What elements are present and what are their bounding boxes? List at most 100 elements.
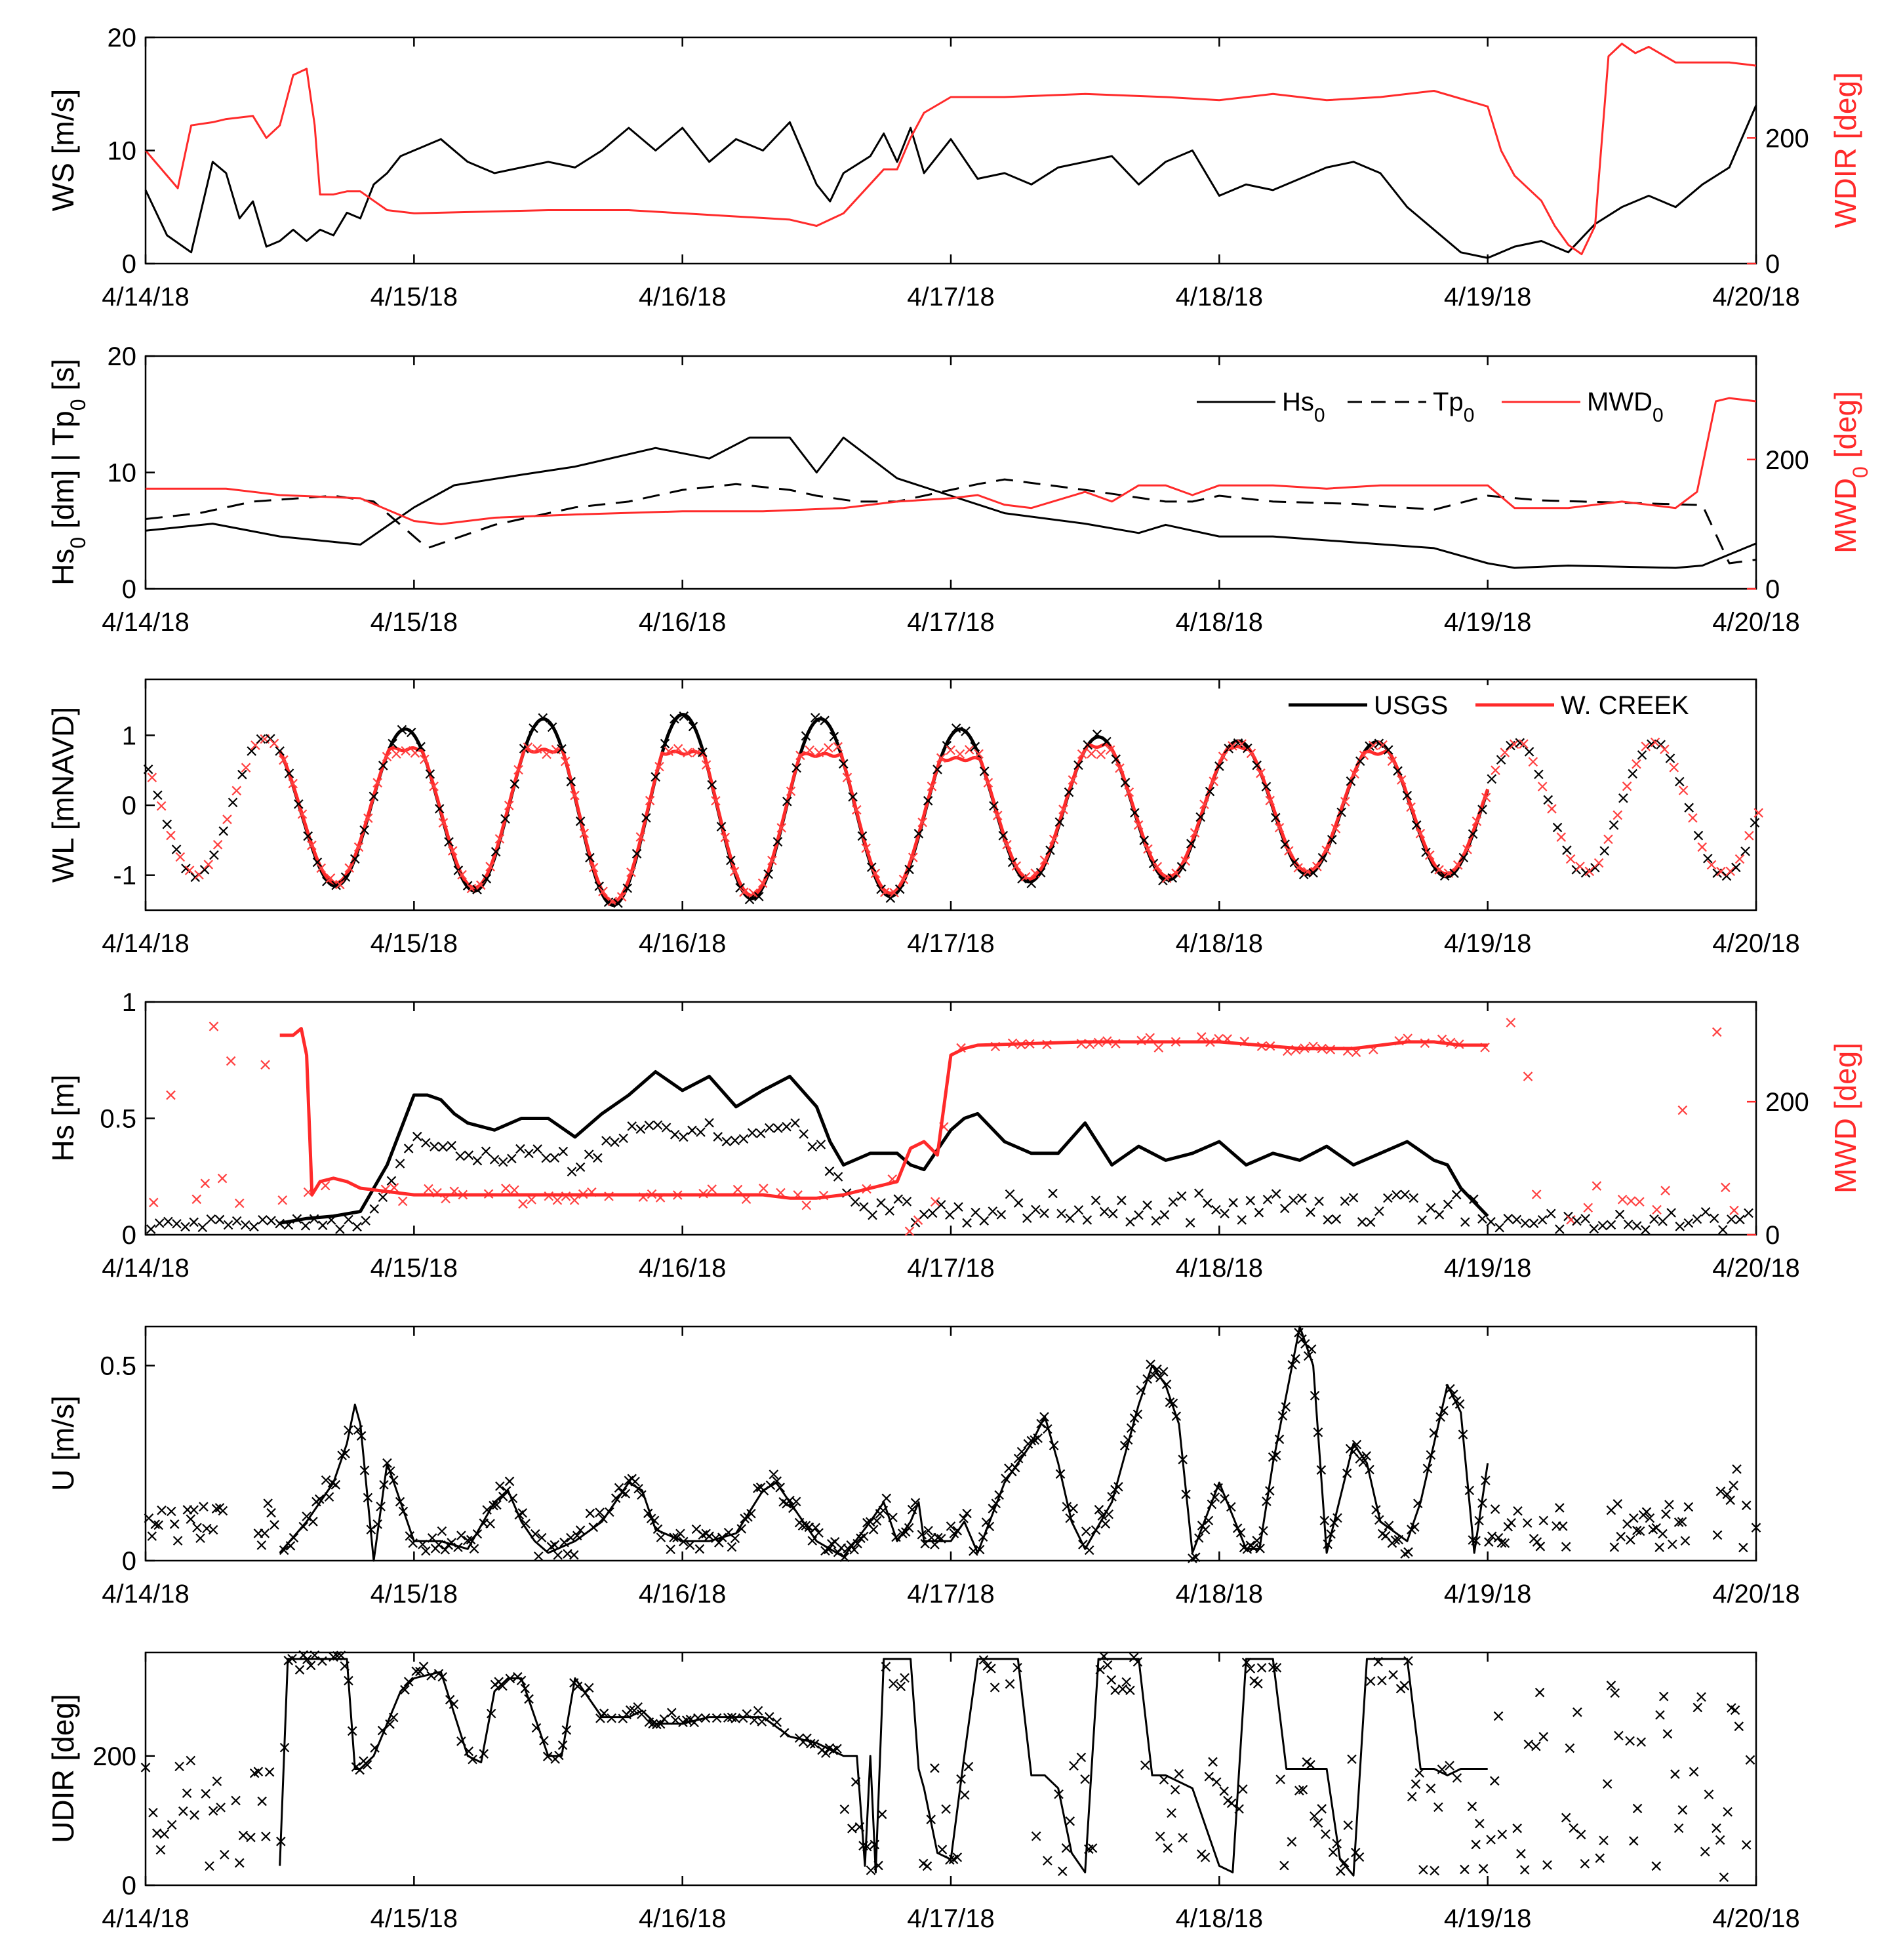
p5-obs-u <box>1013 1453 1024 1464</box>
p3-obs-usgs <box>256 734 266 744</box>
p3-obs-usgs <box>491 847 501 857</box>
p6-obs-udir <box>362 1760 372 1770</box>
p5-obs-u <box>1658 1529 1668 1539</box>
p6-obs-udir <box>148 1808 158 1818</box>
p3-obs-w-creek <box>1180 856 1191 866</box>
p4-obs-hs <box>851 1197 860 1207</box>
p3-obs-w-creek <box>1293 863 1303 873</box>
p6-obs-udir <box>1170 1785 1180 1795</box>
ylabel-tp-base: Tp <box>46 410 80 446</box>
p4-obs-hs <box>652 1120 663 1130</box>
legend-tp0-label: Tp0 <box>1433 388 1474 426</box>
p3-obs-w-creek <box>184 866 195 875</box>
p4-obs-hs <box>403 1144 414 1153</box>
p3-obs-w-creek <box>363 813 373 823</box>
p6-obs-udir <box>1512 1823 1522 1833</box>
p4-obs-hs <box>1073 1205 1084 1215</box>
p4-series-mwd-model <box>279 1027 1488 1200</box>
p3-obs-usgs <box>979 766 990 776</box>
p3-obs-w-creek <box>1302 866 1313 877</box>
p6-obs-udir <box>1065 1816 1075 1826</box>
y-tick-label-right: 200 <box>1765 124 1809 153</box>
p5-obs-u <box>1626 1535 1635 1545</box>
p6-obs-udir <box>1268 1662 1278 1672</box>
p3-obs-usgs <box>1205 786 1215 797</box>
p3-obs-w-creek <box>757 878 768 889</box>
p4-obs-hs <box>1176 1191 1187 1201</box>
p3-obs-w-creek <box>401 746 411 756</box>
p3-obs-usgs <box>594 881 605 891</box>
p3-obs-w-creek <box>1058 805 1068 814</box>
p3-obs-w-creek <box>485 862 495 871</box>
p5-obs-u <box>1538 1515 1549 1526</box>
p5-obs-u <box>1352 1439 1362 1450</box>
p6-obs-udir <box>1121 1677 1131 1687</box>
p4-obs-hs <box>1117 1195 1127 1205</box>
p3-obs-w-creek <box>1660 744 1670 755</box>
p6-obs-udir <box>820 1748 831 1758</box>
p3-obs-usgs <box>557 744 567 754</box>
p5-obs-u <box>1513 1506 1523 1516</box>
p5-obs-u <box>753 1483 763 1493</box>
y-tick-label-right: 0 <box>1765 250 1780 279</box>
p3-obs-w-creek <box>1500 748 1510 757</box>
p4-obs-hs <box>713 1132 723 1142</box>
p6-obs-udir <box>1467 1801 1477 1812</box>
panel-current-direction: 4/14/18 4/15/18 4/16/18 4/17/18 4/18/18 4/19/… <box>46 1650 1800 1933</box>
p5-obs-u <box>746 1508 756 1519</box>
p6-obs-udir <box>1700 1847 1710 1857</box>
p6-obs-udir <box>1087 1843 1098 1853</box>
p3-obs-w-creek <box>1462 845 1472 854</box>
p6-obs-udir <box>1576 1830 1586 1839</box>
p3-obs-usgs <box>369 791 379 801</box>
p3-obs-usgs <box>1365 741 1374 751</box>
p3-obs-w-creek <box>1632 759 1641 769</box>
p3-obs-usgs <box>894 884 905 894</box>
p5-obs-u <box>811 1523 820 1533</box>
p4-obs-hs <box>550 1153 560 1163</box>
p3-obs-usgs <box>1045 845 1055 855</box>
p3-obs-usgs <box>660 738 670 749</box>
x-tick-label: 4/19/18 <box>1444 1580 1531 1609</box>
p3-obs-w-creek <box>1472 816 1482 826</box>
p4-obs-hs <box>584 1150 594 1159</box>
p5-obs-u <box>736 1524 746 1534</box>
x-tick-label: 4/20/18 <box>1712 608 1799 637</box>
p4-obs-hs <box>618 1133 628 1144</box>
p4-obs-hs <box>1641 1225 1651 1235</box>
x-tick-label: 4/20/18 <box>1712 1580 1799 1609</box>
p3-obs-w-creek <box>1124 787 1134 797</box>
p5-obs-u <box>1635 1526 1645 1536</box>
p6-obs-udir <box>498 1681 508 1691</box>
p5-obs-u <box>1094 1505 1104 1515</box>
p6-obs-udir <box>1167 1808 1176 1818</box>
p3-obs-w-creek <box>607 896 618 906</box>
p4-obs-hs <box>575 1162 586 1172</box>
p6-obs-udir <box>1076 1752 1087 1763</box>
p3-obs-w-creek <box>1077 749 1087 759</box>
p3-obs-w-creek <box>1312 862 1322 871</box>
p3-obs-usgs <box>1458 852 1469 863</box>
p4-obs-hs <box>1289 1195 1298 1205</box>
p4-obs-hs <box>730 1135 740 1146</box>
p5-obs-u <box>263 1498 273 1508</box>
p3-obs-w-creek <box>1565 854 1576 864</box>
p5-obs-u <box>1645 1513 1655 1523</box>
p3-obs-usgs <box>247 746 256 756</box>
p4-obs-mwd <box>424 1184 433 1194</box>
p4-obs-hs <box>1082 1215 1092 1225</box>
p3-obs-w-creek <box>1152 862 1163 872</box>
p4-obs-hs <box>824 1166 835 1176</box>
p4-obs-mwd <box>1531 1190 1542 1199</box>
p4-obs-hs <box>421 1138 431 1148</box>
p4-obs-hs <box>945 1210 955 1220</box>
p3-obs-w-creek <box>372 778 382 788</box>
p3-obs-usgs <box>1271 812 1281 823</box>
p2-series-tp- <box>145 478 1757 565</box>
p6-obs-udir <box>1478 1864 1489 1874</box>
p6-obs-udir <box>1730 1705 1740 1715</box>
p3-obs-usgs <box>1675 776 1685 787</box>
y-tick-label-left: 0 <box>122 791 136 820</box>
p5-obs-u <box>208 1525 218 1535</box>
p4-obs-hs <box>1323 1214 1332 1225</box>
